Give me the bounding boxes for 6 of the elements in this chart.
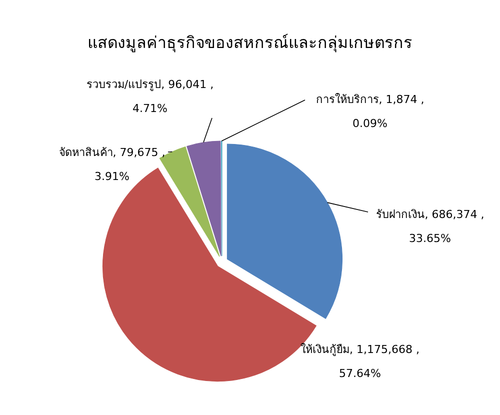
slice-label: จัดหาสินค้า, 79,675 , 3.91% [58, 146, 166, 183]
slice-label: รับฝากเงิน, 686,374 , 33.65% [376, 208, 484, 245]
slice-label: รวบรวม/แปรรูป, 96,041 , 4.71% [86, 78, 214, 115]
slice-label: ให้เงินกู้ยืม, 1,175,668 , 57.64% [300, 343, 420, 380]
slice-label: การให้บริการ, 1,874 , 0.09% [316, 93, 424, 130]
chart-title: แสดงมูลค่าธุรกิจของสหกรณ์และกลุ่มเกษตรกร [88, 33, 412, 53]
